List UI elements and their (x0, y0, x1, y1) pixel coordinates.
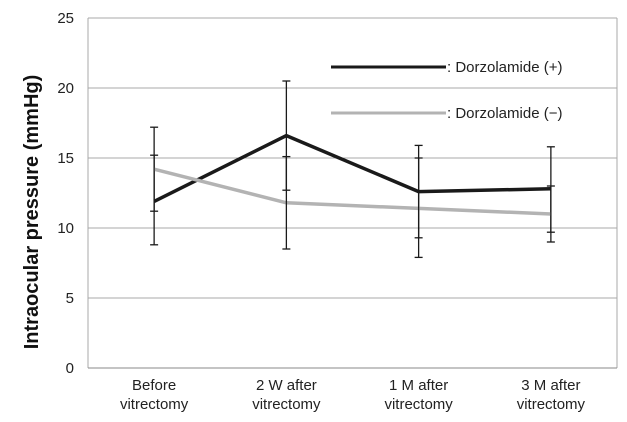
y-tick-label: 5 (66, 290, 74, 307)
series-2 (150, 126, 555, 259)
y-tick-label: 20 (57, 80, 74, 97)
y-tick-label: 10 (57, 220, 74, 237)
series-line (153, 167, 551, 216)
x-axis-categories: Before vitrectomy 2 W after vitrectomy 1 M a… (120, 377, 586, 413)
legend-label: : Dorzolamide (−) (447, 105, 562, 122)
x-category-label: 1 M after vitrectomy (384, 377, 453, 413)
y-tick-label: 15 (57, 150, 74, 167)
series-line (153, 133, 551, 203)
x-category-label: 3 M after vitrectomy (517, 377, 586, 413)
legend: : Dorzolamide (+) : Dorzolamide (−) (331, 59, 562, 122)
y-tick-label: 0 (66, 360, 74, 377)
series-layer (150, 80, 555, 259)
legend-label: : Dorzolamide (+) (447, 59, 562, 76)
gridlines (87, 17, 618, 369)
x-category-label: 2 W after vitrectomy (252, 377, 321, 413)
y-axis-title: Intraocular pressure (mmHg) (21, 75, 43, 350)
y-axis-ticks: 0 5 10 15 20 25 (57, 10, 74, 377)
x-category-label: Before vitrectomy (120, 377, 189, 413)
y-tick-label: 25 (57, 10, 74, 27)
